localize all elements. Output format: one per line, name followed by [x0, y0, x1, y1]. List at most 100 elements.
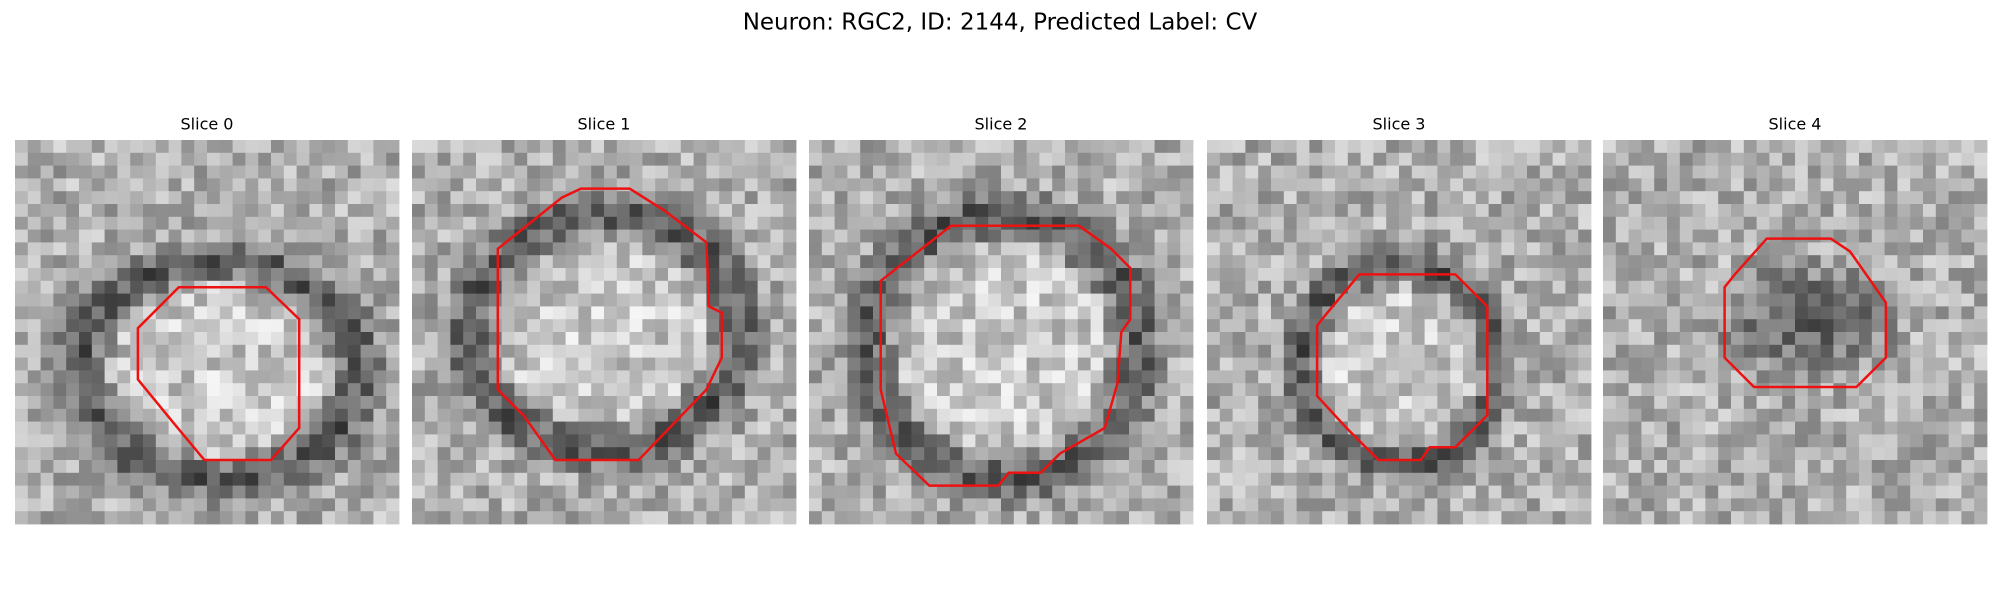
pixel	[732, 140, 746, 154]
pixel	[322, 255, 336, 269]
pixel	[1628, 396, 1642, 410]
pixel	[1386, 472, 1400, 486]
pixel	[680, 421, 694, 435]
pixel	[1782, 165, 1796, 179]
pixel	[962, 472, 976, 486]
pixel	[15, 306, 29, 320]
pixel	[258, 344, 272, 358]
pixel	[885, 472, 899, 486]
pixel	[821, 242, 835, 256]
pixel	[219, 485, 233, 499]
pixel	[1910, 178, 1924, 192]
pixel	[283, 191, 297, 205]
pixel	[258, 152, 272, 166]
pixel	[1271, 216, 1285, 230]
pixel	[1116, 216, 1130, 230]
pixel	[424, 511, 438, 525]
pixel	[911, 383, 925, 397]
pixel	[1232, 408, 1246, 422]
pixel	[1743, 268, 1757, 282]
pixel	[1475, 306, 1489, 320]
pixel	[1271, 229, 1285, 243]
pixel	[1935, 332, 1949, 346]
pixel	[1731, 319, 1745, 333]
pixel	[1450, 460, 1464, 474]
pixel	[1565, 383, 1579, 397]
pixel	[962, 268, 976, 282]
pixel	[668, 306, 682, 320]
pixel	[1679, 447, 1693, 461]
pixel	[962, 511, 976, 525]
pixel	[898, 511, 912, 525]
pixel	[565, 216, 579, 230]
pixel	[732, 511, 746, 525]
pixel	[578, 306, 592, 320]
pixel	[1141, 472, 1155, 486]
pixel	[1514, 216, 1528, 230]
pixel	[386, 229, 400, 243]
pixel	[232, 383, 246, 397]
pixel	[988, 293, 1002, 307]
pixel	[757, 485, 771, 499]
pixel	[15, 191, 29, 205]
pixel	[616, 357, 630, 371]
pixel	[834, 332, 848, 346]
pixel	[194, 165, 208, 179]
pixel	[693, 178, 707, 192]
pixel	[1527, 472, 1541, 486]
pixel	[1539, 204, 1553, 218]
pixel	[1116, 178, 1130, 192]
pixel	[1309, 421, 1323, 435]
pixel	[1475, 357, 1489, 371]
pixel	[53, 165, 67, 179]
pixel	[975, 152, 989, 166]
pixel	[1667, 229, 1681, 243]
pixel	[1615, 408, 1629, 422]
pixel	[360, 178, 374, 192]
pixel	[1641, 344, 1655, 358]
pixel	[1539, 242, 1553, 256]
pixel	[1795, 268, 1809, 282]
pixel	[1488, 242, 1502, 256]
pixel	[1731, 216, 1745, 230]
pixel	[258, 242, 272, 256]
pixel	[1207, 421, 1221, 435]
pixel	[1501, 408, 1515, 422]
pixel	[1116, 191, 1130, 205]
pixel	[1386, 140, 1400, 154]
pixel	[1335, 498, 1349, 512]
pixel	[373, 408, 387, 422]
pixel	[975, 396, 989, 410]
pixel	[283, 344, 297, 358]
pixel	[1910, 280, 1924, 294]
pixel	[1692, 447, 1706, 461]
pixel	[1373, 370, 1387, 384]
pixel	[1258, 178, 1272, 192]
pixel	[693, 204, 707, 218]
pixel	[1065, 383, 1079, 397]
pixel	[1090, 178, 1104, 192]
pixel	[373, 140, 387, 154]
pixel	[1360, 396, 1374, 410]
pixel	[322, 511, 336, 525]
pixel	[1232, 447, 1246, 461]
pixel	[1271, 268, 1285, 282]
pixel	[693, 370, 707, 384]
pixel	[1935, 357, 1949, 371]
pixel	[1180, 268, 1194, 282]
pixel	[219, 255, 233, 269]
pixel	[1705, 204, 1719, 218]
pixel	[1679, 511, 1693, 525]
pixel	[1245, 421, 1259, 435]
pixel	[1795, 255, 1809, 269]
pixel	[360, 152, 374, 166]
pixel	[1974, 204, 1988, 218]
pixel	[1335, 319, 1349, 333]
pixel	[668, 332, 682, 346]
pixel	[604, 191, 618, 205]
pixel	[1219, 140, 1233, 154]
pixel	[258, 319, 272, 333]
pixel	[834, 319, 848, 333]
pixel	[53, 229, 67, 243]
pixel	[949, 357, 963, 371]
